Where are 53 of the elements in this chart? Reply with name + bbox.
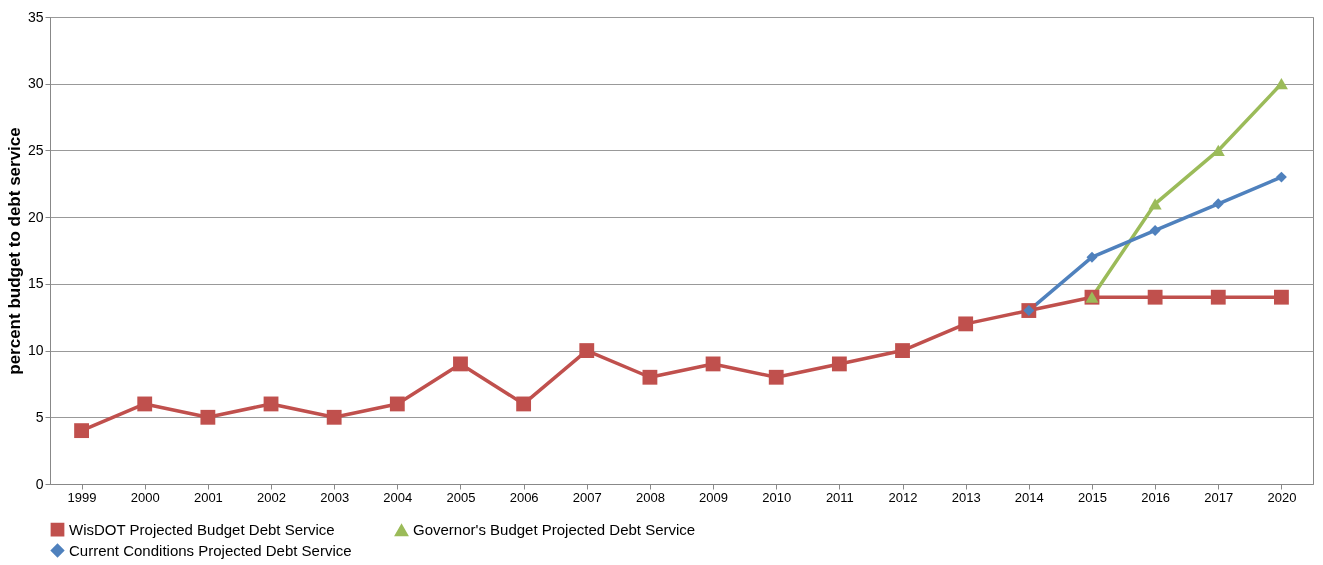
point [74, 423, 89, 439]
x-tick-label: 2013 [951, 489, 981, 505]
x-tick-label: 2002 [257, 489, 286, 505]
point [263, 396, 279, 412]
point [326, 409, 342, 425]
x-tick-label: 2004 [383, 489, 413, 505]
x-tick-label: 2005 [446, 489, 476, 505]
point [1274, 289, 1289, 305]
point [200, 409, 216, 425]
legend-label: Governor's Budget Projected Debt Service [413, 521, 696, 539]
x-tick-label: 2010 [762, 489, 792, 505]
x-tick-label: 2017 [1204, 489, 1234, 505]
y-tick-label: 15 [27, 275, 44, 292]
point [1274, 78, 1288, 90]
x-tick-label: 2016 [1141, 489, 1171, 505]
x-tick-label: 2008 [635, 489, 665, 505]
x-tick-label: 2012 [888, 489, 918, 505]
y-tick-label: 20 [27, 208, 44, 225]
point [831, 356, 847, 372]
x-tick-label: 2009 [699, 489, 729, 505]
x-tick-label: 2006 [509, 489, 539, 505]
x-tick-label: 2015 [1078, 489, 1107, 505]
x-tick-label: 2003 [320, 489, 350, 505]
point [642, 369, 658, 385]
point [1148, 198, 1162, 210]
y-tick-label: 30 [27, 75, 44, 92]
x-tick-label: 2020 [1267, 489, 1297, 505]
x-tick-label: 2011 [825, 489, 854, 505]
x-tick-label: 2014 [1014, 489, 1044, 505]
point [958, 316, 974, 332]
x-tick-label: 1999 [67, 489, 97, 505]
x-tick-label: 2000 [130, 489, 160, 505]
y-tick-label: 10 [27, 342, 44, 359]
point [895, 343, 910, 358]
y-tick-label: 5 [35, 408, 44, 425]
y-tick-label: 0 [35, 475, 44, 492]
point [137, 396, 153, 412]
point [768, 369, 784, 385]
point [453, 356, 468, 372]
point [1211, 144, 1225, 157]
y-tick-label: 35 [27, 8, 44, 25]
y-tick-label: 25 [27, 141, 44, 158]
legend-label: WisDOT Projected Budget Debt Service [69, 520, 335, 538]
point [516, 396, 532, 412]
point [1210, 289, 1226, 305]
point [1147, 289, 1163, 305]
x-tick-label: 2007 [572, 489, 602, 505]
point [579, 343, 595, 358]
legend-label: Current Conditions Projected Debt Service [69, 541, 352, 559]
y-axis-title: percent budget to debt service [4, 127, 24, 375]
point [389, 396, 405, 412]
point [705, 356, 721, 372]
x-tick-label: 2001 [193, 489, 223, 505]
